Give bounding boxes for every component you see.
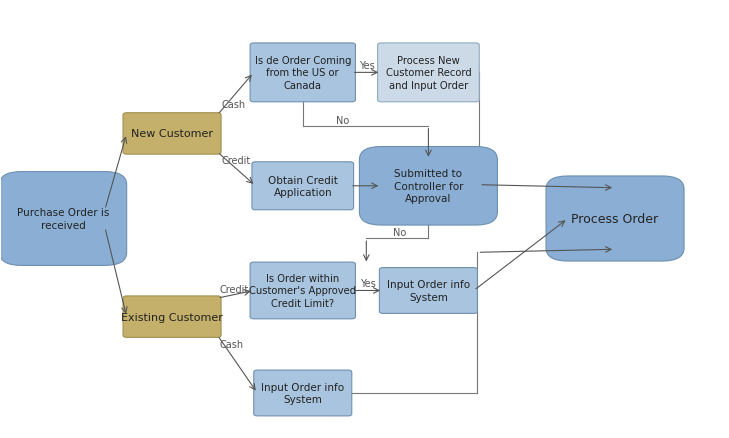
FancyBboxPatch shape: [546, 177, 684, 261]
FancyBboxPatch shape: [252, 162, 354, 210]
FancyBboxPatch shape: [378, 44, 479, 102]
FancyBboxPatch shape: [0, 172, 127, 266]
Text: Obtain Credit
Application: Obtain Credit Application: [268, 175, 338, 198]
Text: Input Order info
System: Input Order info System: [387, 279, 470, 302]
Text: Submitted to
Controller for
Approval: Submitted to Controller for Approval: [394, 169, 463, 204]
Text: Credit: Credit: [221, 155, 250, 166]
Text: New Customer: New Customer: [131, 129, 213, 139]
Text: Cash: Cash: [221, 100, 245, 110]
Text: Cash: Cash: [219, 339, 243, 349]
Text: Process Order: Process Order: [572, 212, 658, 226]
Text: Purchase Order is
received: Purchase Order is received: [17, 208, 109, 230]
Text: Credit: Credit: [219, 284, 249, 294]
Text: Is de Order Coming
from the US or
Canada: Is de Order Coming from the US or Canada: [254, 56, 351, 91]
Text: No: No: [336, 116, 349, 126]
Text: Yes: Yes: [359, 61, 375, 71]
FancyBboxPatch shape: [359, 147, 497, 226]
FancyBboxPatch shape: [250, 44, 356, 102]
FancyBboxPatch shape: [379, 268, 477, 314]
Text: Process New
Customer Record
and Input Order: Process New Customer Record and Input Or…: [386, 56, 471, 91]
Text: Existing Customer: Existing Customer: [121, 312, 223, 322]
Text: Yes: Yes: [359, 279, 375, 288]
FancyBboxPatch shape: [250, 262, 356, 319]
FancyBboxPatch shape: [123, 113, 221, 155]
Text: No: No: [393, 228, 406, 238]
FancyBboxPatch shape: [123, 296, 221, 338]
FancyBboxPatch shape: [254, 370, 352, 416]
Text: Input Order info
System: Input Order info System: [261, 382, 344, 404]
Text: Is Order within
Customer's Approved
Credit Limit?: Is Order within Customer's Approved Cred…: [249, 273, 356, 308]
